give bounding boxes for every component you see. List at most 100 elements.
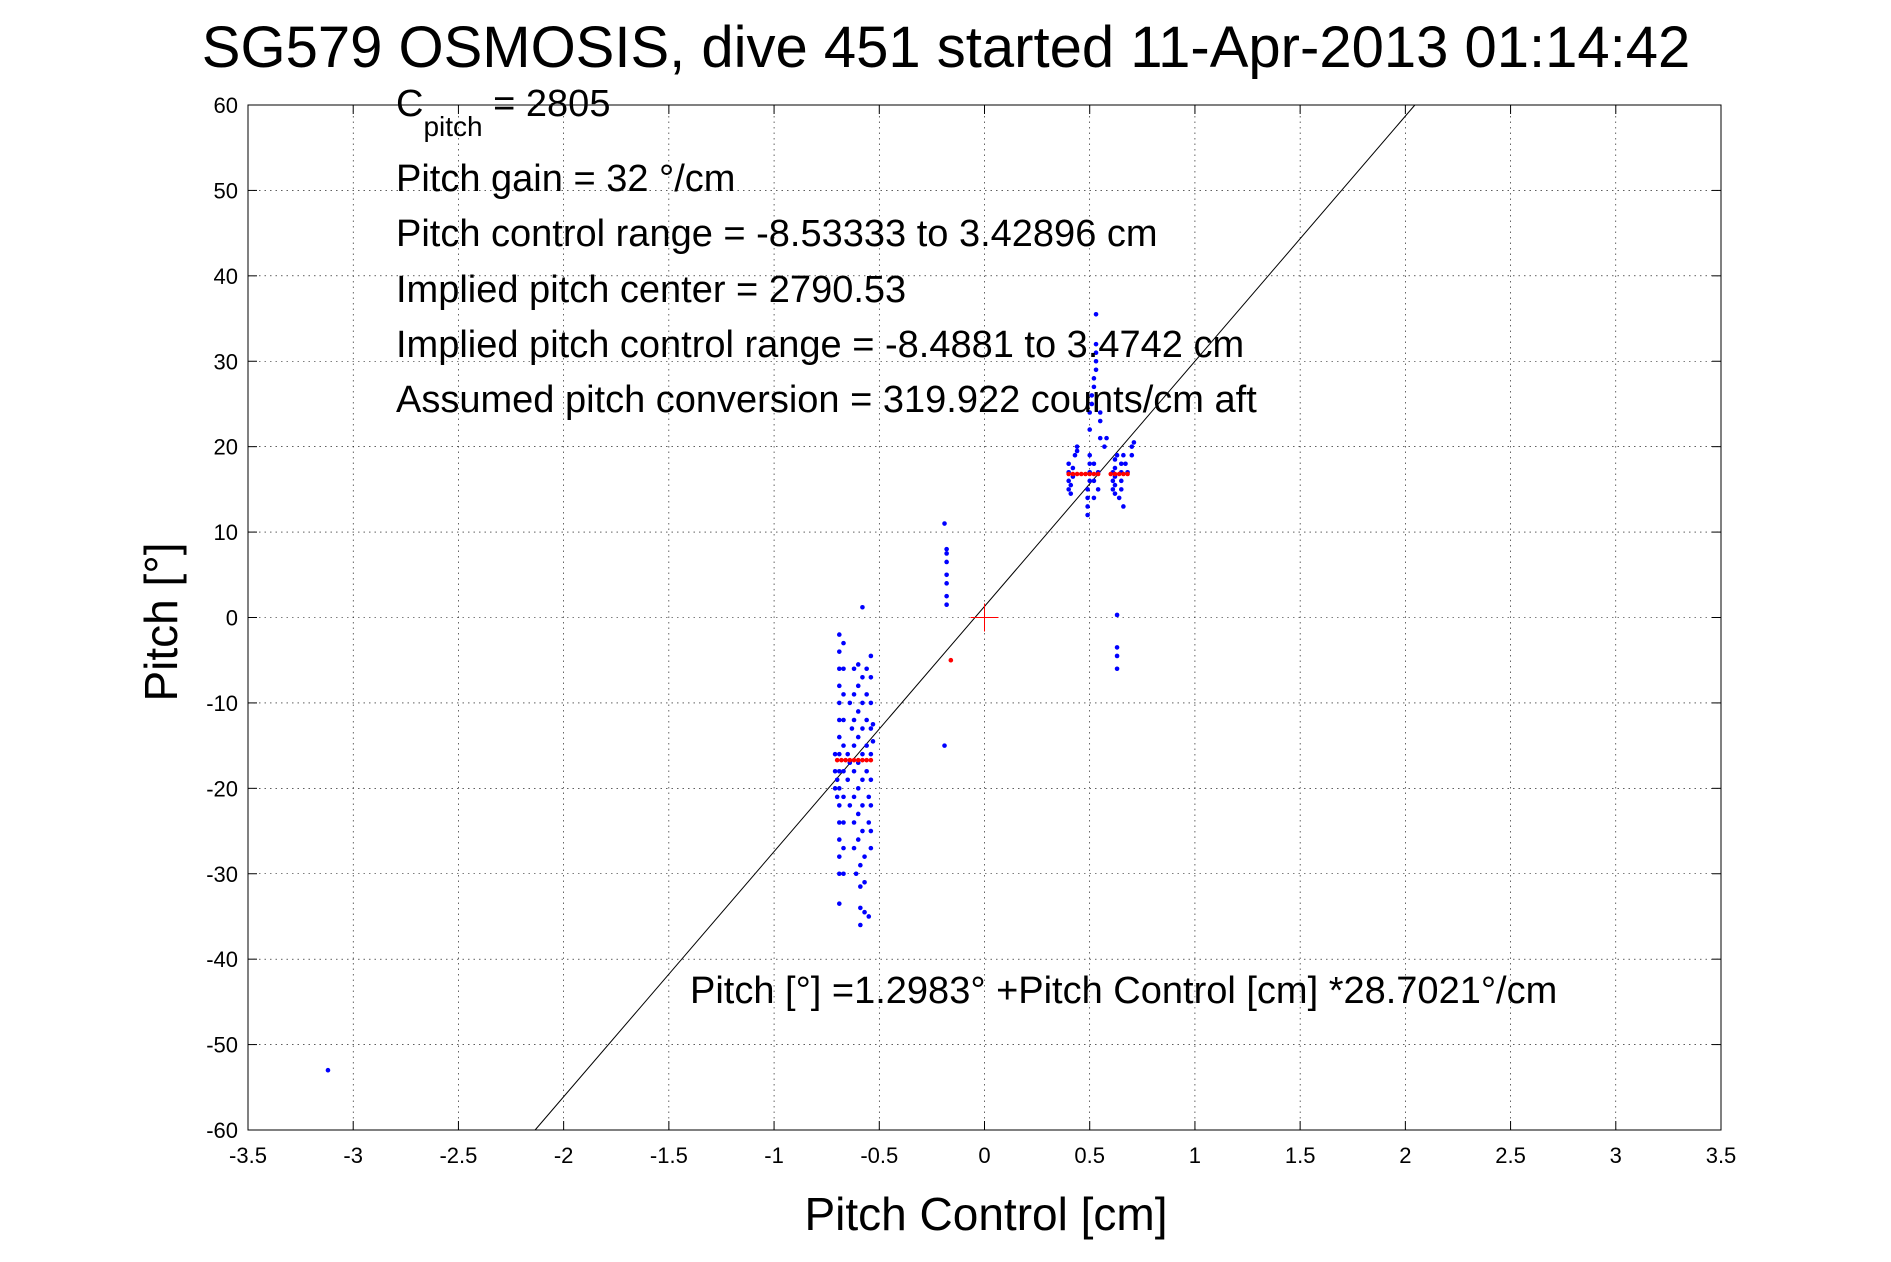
observed-point: [845, 777, 851, 783]
observed-point: [868, 803, 874, 808]
x-tick-label: -2.5: [439, 1143, 477, 1168]
observed-point: [870, 739, 876, 744]
observed-point: [1121, 452, 1126, 458]
observed-point: [1093, 367, 1099, 373]
x-tick-label: 1.5: [1285, 1143, 1316, 1168]
observed-point: [864, 717, 869, 723]
y-tick-marks: [248, 104, 1721, 1131]
y-axis-title: Pitch [°]: [135, 542, 187, 701]
binned-point: [847, 757, 853, 763]
observed-point: [866, 820, 872, 825]
observed-point: [837, 768, 842, 774]
observed-point: [847, 803, 853, 808]
observed-point: [1097, 418, 1103, 424]
observed-point: [1129, 444, 1135, 449]
observed-point: [1093, 311, 1099, 317]
observed-point: [1070, 465, 1076, 471]
x-tick-label: 0: [978, 1143, 990, 1168]
observed-point: [849, 726, 855, 731]
binned-point: [839, 757, 844, 763]
pitch-control-range-annotation: Pitch control range = -8.53333 to 3.4289…: [396, 213, 1158, 255]
observed-point: [944, 572, 949, 578]
y-tick-label: 60: [214, 93, 238, 118]
x-tick-label: 2: [1399, 1143, 1411, 1168]
observed-point: [1087, 452, 1093, 458]
observed-point: [1097, 410, 1103, 415]
observed-point: [837, 901, 842, 906]
observed-point: [837, 854, 842, 859]
observed-point: [858, 862, 863, 868]
observed-point: [832, 786, 838, 791]
observed-point: [853, 871, 859, 877]
observed-point: [832, 751, 838, 757]
observed-point: [855, 662, 861, 667]
x-tick-label: -2: [554, 1143, 574, 1168]
observed-point: [837, 803, 842, 808]
x-tick-label: -1.5: [650, 1143, 688, 1168]
observed-point: [1085, 512, 1090, 518]
observed-point: [841, 743, 846, 748]
observed-point: [858, 884, 863, 889]
observed-point: [860, 700, 865, 706]
binned-point: [948, 657, 954, 663]
observed-point: [944, 546, 949, 552]
observed-point: [1085, 504, 1090, 509]
binned-point: [1108, 471, 1114, 477]
observed-point: [868, 751, 874, 757]
c-pitch-symbol: C: [396, 83, 423, 125]
observed-point: [944, 551, 949, 556]
binned-point: [1083, 471, 1088, 477]
observed-point: [1112, 457, 1118, 462]
observed-point: [864, 692, 869, 697]
binned-points-series: [834, 471, 1130, 763]
observed-point: [860, 803, 865, 808]
observed-point: [1068, 482, 1074, 488]
observed-point: [868, 828, 874, 834]
binned-point: [1112, 471, 1118, 477]
observed-point: [1114, 666, 1120, 672]
observed-point: [860, 726, 865, 731]
y-tick-label: -60: [206, 1118, 238, 1143]
observed-point: [1091, 495, 1097, 501]
observed-point: [855, 786, 861, 791]
observed-point: [855, 734, 861, 740]
observed-point: [1118, 478, 1124, 484]
observed-point: [1114, 645, 1120, 650]
binned-point: [1070, 471, 1076, 477]
observed-point: [868, 700, 874, 706]
y-tick-label: 40: [214, 264, 238, 289]
observed-point: [942, 743, 947, 748]
observed-point: [862, 909, 867, 915]
binned-point: [834, 757, 840, 763]
parameter-annotations: Cpitch = 2805 Pitch gain = 32 °/cm Pitch…: [396, 83, 1257, 421]
x-tick-label: -1: [764, 1143, 784, 1168]
observed-point: [944, 581, 949, 586]
observed-point: [1110, 478, 1116, 484]
observed-point: [1093, 358, 1099, 364]
x-axis-title: Pitch Control [cm]: [805, 1188, 1168, 1240]
observed-point: [944, 593, 949, 599]
observed-point: [860, 604, 865, 610]
observed-point: [870, 721, 876, 727]
y-tick-label: -30: [206, 862, 238, 887]
observed-point: [1093, 350, 1099, 356]
observed-point: [837, 751, 842, 757]
observed-point: [1112, 491, 1118, 496]
observed-point: [1112, 465, 1118, 471]
observed-point: [1091, 384, 1097, 390]
observed-point: [847, 700, 853, 706]
observed-point: [868, 674, 874, 680]
observed-point: [837, 649, 842, 654]
observed-point: [868, 726, 874, 731]
observed-point: [858, 905, 863, 911]
observed-point: [1131, 440, 1137, 445]
pitch-gain-annotation: Pitch gain = 32 °/cm: [396, 158, 735, 200]
observed-point: [1089, 393, 1095, 398]
observed-point: [837, 683, 842, 689]
observed-point: [851, 717, 857, 723]
observed-point: [841, 717, 846, 723]
y-tick-label: -20: [206, 776, 238, 801]
observed-point: [1123, 461, 1128, 467]
observed-point: [1068, 491, 1074, 496]
